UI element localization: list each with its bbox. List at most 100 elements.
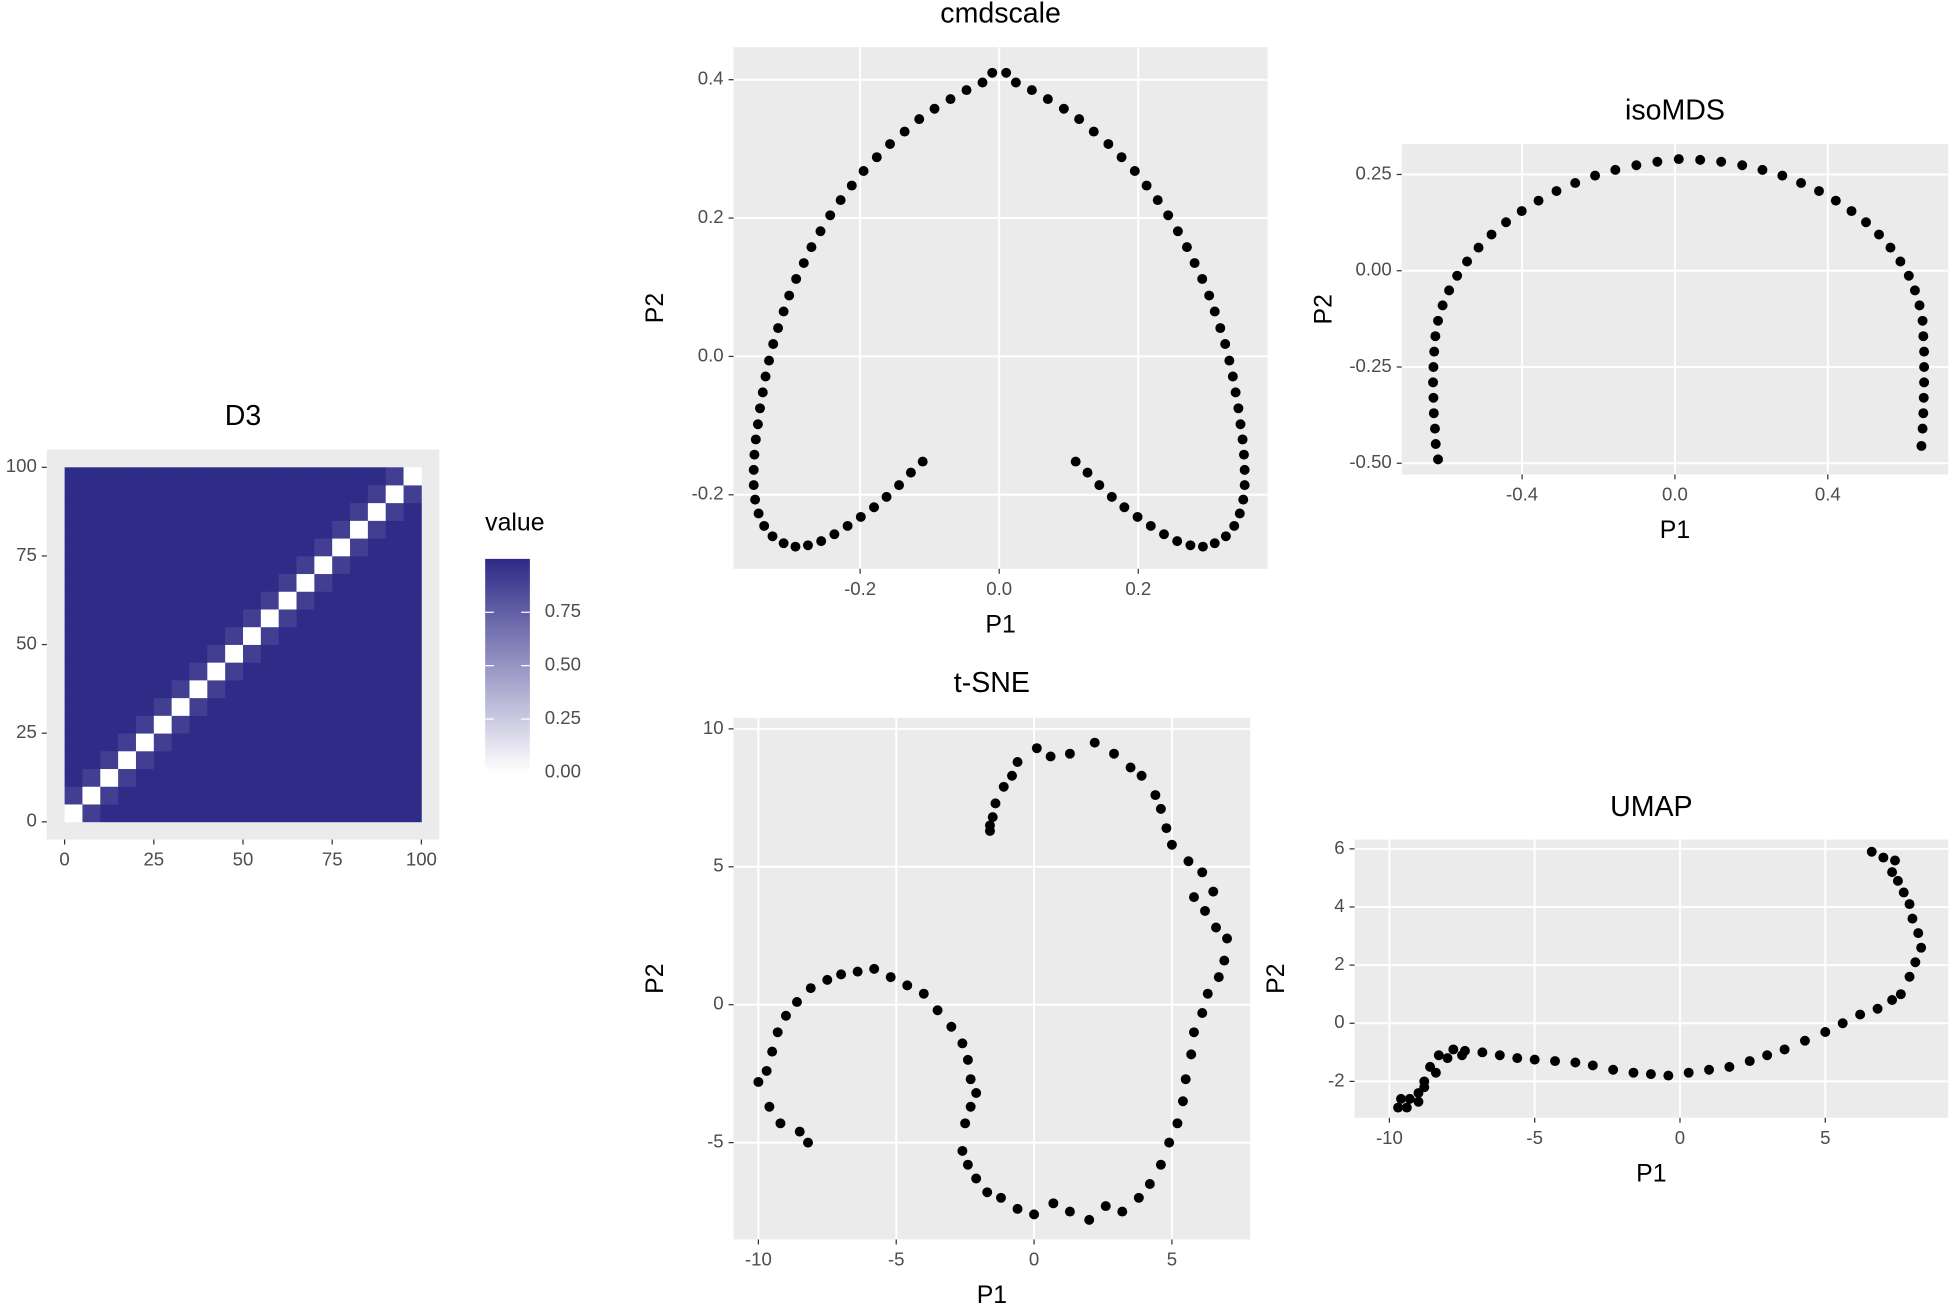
heat-cell [260,680,280,699]
heat-cell [82,502,101,521]
heat-cell [171,715,190,734]
y-axis-label: P2 [1310,294,1337,324]
chart-title: UMAP [1610,791,1692,823]
heat-cell [189,626,208,645]
point [790,541,801,552]
heat-cell [278,626,297,645]
heat-cell [64,750,83,770]
heat-cell [153,626,173,645]
heat-cell [100,502,119,521]
point [760,371,771,382]
heat-cell [82,786,101,805]
heat-cell [260,467,280,486]
point [764,355,774,366]
chart-title: cmdscale [940,0,1061,29]
heat-cell [367,750,387,770]
heat-cell [332,804,351,823]
heat-cell [153,538,173,557]
point [750,494,761,505]
point [794,1126,805,1137]
heat-cell [225,644,244,663]
point [1220,531,1231,542]
heat-cell [243,680,262,699]
heat-cell [350,573,369,592]
heat-cell [243,768,262,787]
heat-cell [296,662,315,681]
heat-cell [189,750,208,770]
point [1433,454,1443,465]
heat-cell [135,591,155,610]
point [1846,206,1857,217]
heat-cell [278,715,297,734]
point [1762,1050,1773,1061]
heat-cell [82,750,101,770]
heat-cell [189,485,208,504]
heat-cell [100,644,119,663]
point [1197,541,1208,552]
heat-cell [135,715,155,734]
point [918,988,929,999]
heat-cell [82,555,101,575]
heat-cell [367,626,387,645]
heat-cell [118,768,137,787]
heat-cell [243,697,262,716]
heat-cell [296,715,315,734]
x-axis-label: P1 [985,611,1015,638]
heat-cell [207,733,226,752]
y-tick-label: 0.0 [698,344,724,365]
point [1064,748,1075,759]
heat-cell [135,626,155,645]
heat-cell [118,467,137,486]
point [1444,285,1455,296]
point [1150,790,1161,801]
point [1448,1044,1459,1055]
heat-cell [278,644,297,663]
heat-cell [314,644,333,663]
heat-cell [171,591,190,610]
point [1874,229,1884,240]
heat-cell [332,538,351,557]
point [998,781,1009,792]
heat-cell [207,467,226,486]
point [759,520,770,531]
heat-cell [385,804,404,823]
heat-cell [207,786,226,805]
point [1462,256,1473,267]
heat-cell [100,804,119,823]
heat-cell [367,733,387,752]
heat-cell [296,644,315,663]
point [1777,170,1788,181]
point [1895,256,1906,267]
heat-cell [260,786,280,805]
heat-cell [385,750,404,770]
heat-cell [135,786,155,805]
heat-cell [135,644,155,663]
heat-cell [260,715,280,734]
heat-cell [100,538,119,557]
point [836,969,847,980]
point [852,966,863,977]
heat-cell [332,786,351,805]
heat-cell [367,680,387,699]
heat-cell [100,485,119,504]
heat-cell [135,697,155,716]
point [960,1118,971,1129]
point [802,540,813,551]
point [1550,1056,1560,1067]
point [1220,339,1231,349]
heat-cell [171,786,190,805]
point [791,273,802,284]
heat-cell [189,538,208,557]
point [990,798,1001,809]
point [767,1046,778,1057]
heat-cell [135,555,155,575]
y-axis-label: P2 [642,963,669,993]
heat-cell [314,485,333,504]
heat-cell [260,609,280,628]
point [829,529,840,540]
point [1189,892,1199,903]
heat-cell [100,697,119,716]
point [1172,1118,1183,1129]
heat-cell [171,680,190,699]
heat-cell [278,733,297,752]
